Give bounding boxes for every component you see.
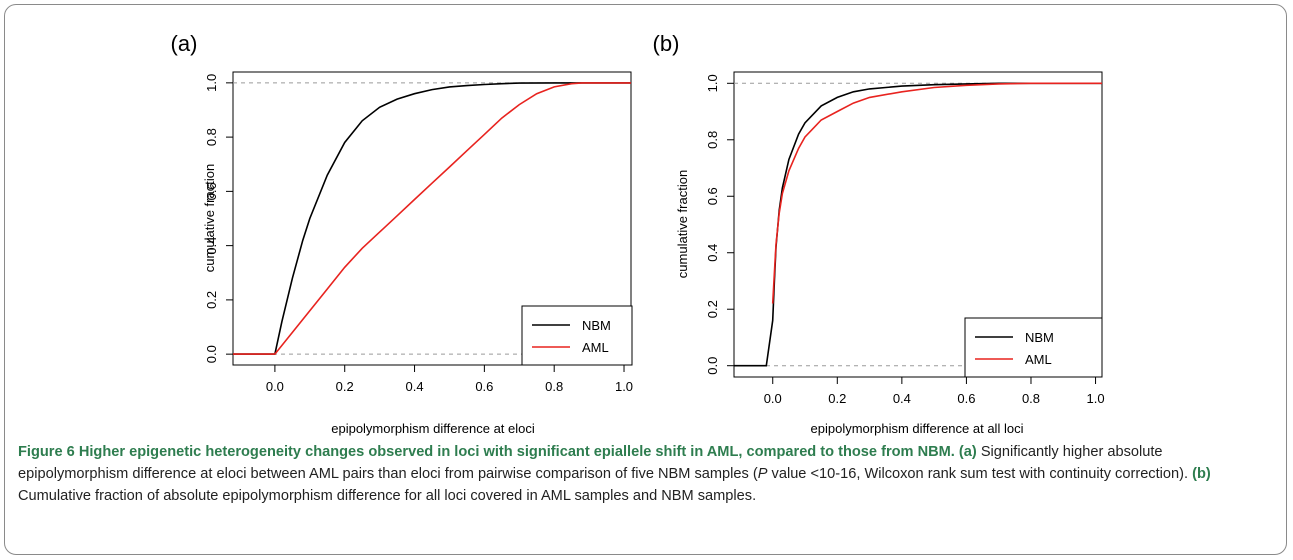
- x-axis-label: epipolymorphism difference at all loci: [811, 421, 1024, 436]
- legend-box: [964, 317, 1103, 378]
- caption-panel-a-text-2: value <10-16, Wilcoxon rank sum test wit…: [767, 466, 1193, 482]
- x-axis-label: epipolymorphism difference at eloci: [331, 421, 535, 436]
- caption-p-italic: P: [757, 466, 768, 482]
- y-tick-label: 0.8: [204, 128, 219, 146]
- x-tick-label: 0.8: [545, 379, 563, 394]
- y-tick-label: 0.6: [705, 187, 720, 205]
- panel-label: (b): [653, 31, 680, 56]
- figure-frame: [4, 4, 1287, 555]
- figure-caption: Figure 6 Higher epigenetic heterogeneity…: [18, 441, 1273, 507]
- charts-canvas: (a) 0.0 0.2 0.4 0.6 0.8 1.0 0.0 0.2 0.4 0.6 0.8 1.0 e…: [171, 31, 1105, 436]
- y-tick-label: 1.0: [705, 74, 720, 92]
- plot-box: [733, 71, 1103, 378]
- series-line-aml: [233, 82, 631, 355]
- y-tick-label: 0.2: [705, 300, 720, 318]
- legend-label-aml: AML: [582, 340, 609, 355]
- series-line-nbm: [233, 82, 631, 355]
- x-tick-label: 0.6: [475, 379, 493, 394]
- y-tick-label: 0.6: [204, 182, 219, 200]
- x-tick-label: 0.2: [828, 391, 846, 406]
- y-tick-label: 0.8: [705, 131, 720, 149]
- x-tick-label: 0.6: [957, 391, 975, 406]
- x-tick-label: 0.4: [893, 391, 911, 406]
- y-tick-label: 0.4: [705, 244, 720, 262]
- y-tick-label: 0.0: [204, 345, 219, 363]
- y-tick-label: 0.2: [204, 291, 219, 309]
- panel-label: (a): [171, 31, 198, 56]
- x-tick-label: 0.0: [764, 391, 782, 406]
- series-line-aml: [771, 82, 1102, 304]
- plot-box: [232, 71, 632, 366]
- caption-title: Figure 6 Higher epigenetic heterogeneity…: [18, 444, 955, 460]
- x-tick-label: 0.0: [266, 379, 284, 394]
- x-tick-label: 1.0: [615, 379, 633, 394]
- legend-box: [521, 305, 633, 366]
- y-axis-label: cumulative fraction: [675, 170, 690, 278]
- caption-panel-b-label: (b): [1192, 466, 1211, 482]
- caption-panel-a-label: (a): [958, 444, 977, 460]
- y-tick-label: 0.0: [705, 357, 720, 375]
- y-tick-label: 1.0: [204, 74, 219, 92]
- x-tick-label: 0.8: [1022, 391, 1040, 406]
- y-tick-label: 0.4: [204, 237, 219, 255]
- legend-label-nbm: NBM: [1025, 330, 1054, 345]
- caption-panel-a-text-1: Significantly higher absolute epipolymor…: [18, 444, 1163, 482]
- legend-label-aml: AML: [1025, 352, 1052, 367]
- panel-a: (a) 0.0 0.2 0.4 0.6 0.8 1.0 0.0 0.2 0.4 0.6 0.8 1.0 e…: [171, 31, 634, 436]
- panel-b: (b) 0.0 0.2 0.4 0.6 0.8 1.0 0.0 0.2 0.4 0.6 0.8 1.0 e…: [653, 31, 1105, 436]
- legend-label-nbm: NBM: [582, 318, 611, 333]
- caption-panel-b-text: Cumulative fraction of absolute epipolym…: [18, 488, 757, 504]
- x-tick-label: 0.2: [336, 379, 354, 394]
- x-tick-label: 0.4: [406, 379, 424, 394]
- x-tick-label: 1.0: [1087, 391, 1105, 406]
- y-axis-label: cumulative fraction: [202, 164, 217, 272]
